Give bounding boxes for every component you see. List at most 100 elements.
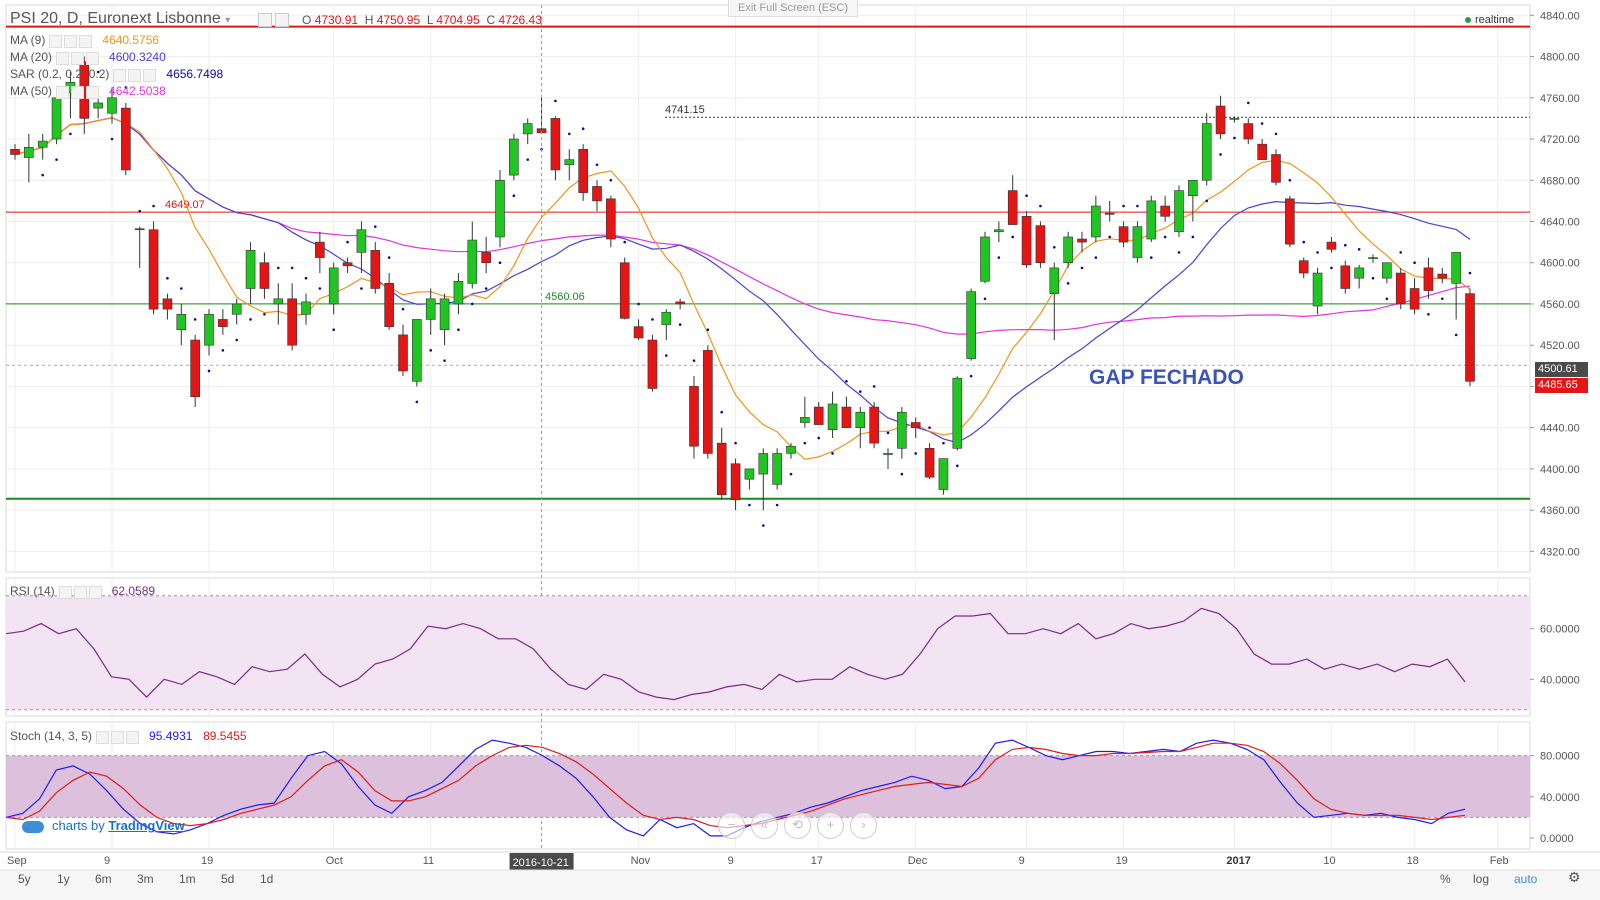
candle[interactable] — [398, 334, 408, 372]
candle[interactable] — [1354, 267, 1364, 279]
candle[interactable] — [245, 250, 256, 289]
indicator-ma20[interactable]: MA (20) 4600.3240 — [10, 50, 166, 65]
candle[interactable] — [550, 118, 561, 171]
candle[interactable] — [1409, 288, 1420, 310]
candle[interactable] — [1368, 257, 1378, 259]
gear-icon[interactable]: ⚙ — [1568, 869, 1581, 885]
indicator-buttons[interactable] — [113, 68, 158, 82]
candle[interactable] — [287, 298, 297, 346]
candle[interactable] — [467, 239, 478, 284]
candle[interactable] — [509, 138, 519, 176]
log-scale-button[interactable]: log — [1473, 872, 1490, 886]
candle[interactable] — [37, 140, 48, 148]
candle[interactable] — [453, 280, 464, 305]
range-1m-button[interactable]: 1m — [179, 872, 196, 886]
candle[interactable] — [356, 229, 367, 253]
candle[interactable] — [1271, 154, 1281, 183]
candle[interactable] — [1423, 267, 1434, 291]
candle[interactable] — [328, 267, 339, 305]
indicator-buttons[interactable] — [96, 730, 141, 744]
candle[interactable] — [827, 403, 838, 431]
candle[interactable] — [1035, 225, 1046, 264]
candle[interactable] — [1188, 179, 1198, 197]
range-5y-button[interactable]: 5y — [18, 872, 31, 886]
candle[interactable] — [1160, 205, 1170, 217]
candle[interactable] — [51, 97, 62, 140]
candle[interactable] — [24, 146, 34, 158]
candle[interactable] — [301, 301, 311, 315]
candle[interactable] — [592, 186, 602, 202]
range-1y-button[interactable]: 1y — [57, 872, 70, 886]
candle[interactable] — [703, 350, 713, 454]
candle[interactable] — [1201, 123, 1212, 181]
candle[interactable] — [716, 442, 727, 495]
auto-scale-button[interactable]: auto — [1514, 872, 1538, 886]
candle[interactable] — [730, 463, 741, 501]
candle[interactable] — [412, 319, 422, 382]
eye-icon[interactable] — [258, 13, 272, 27]
candle[interactable] — [980, 236, 990, 282]
candle[interactable] — [758, 453, 769, 475]
indicator-ma9[interactable]: MA (9) 4640.5756 — [10, 33, 160, 48]
range-1d-button[interactable]: 1d — [260, 872, 274, 886]
candle[interactable] — [1285, 198, 1295, 245]
candle[interactable] — [564, 159, 575, 166]
candle[interactable] — [924, 447, 935, 478]
candle[interactable] — [231, 303, 242, 315]
candle[interactable] — [813, 406, 824, 425]
candle[interactable] — [966, 291, 976, 359]
minus-icon[interactable]: − — [718, 812, 745, 839]
candle[interactable] — [273, 298, 284, 305]
candle[interactable] — [855, 411, 866, 428]
tradingview-branding[interactable]: charts by TradingView — [22, 818, 185, 833]
candle[interactable] — [384, 283, 394, 327]
range-3m-button[interactable]: 3m — [137, 872, 154, 886]
candle[interactable] — [661, 311, 672, 325]
candle[interactable] — [1091, 205, 1101, 238]
candle[interactable] — [938, 458, 949, 490]
candle[interactable] — [1451, 252, 1461, 284]
indicator-buttons[interactable] — [49, 34, 94, 48]
candle[interactable] — [1132, 226, 1143, 258]
price-pane[interactable] — [5, 4, 1531, 573]
candle[interactable] — [107, 97, 117, 114]
symbol-title[interactable]: PSI 20, D, Euronext Lisbonne ▾ — [10, 10, 231, 27]
candle[interactable] — [869, 406, 879, 444]
rsi-legend[interactable]: RSI (14) 62.0589 — [10, 584, 156, 599]
candle[interactable] — [370, 250, 381, 289]
candle[interactable] — [1298, 260, 1309, 274]
candle[interactable] — [495, 179, 505, 238]
candle[interactable] — [315, 241, 325, 258]
scroll-right-icon[interactable]: › — [850, 812, 877, 839]
candle[interactable] — [1104, 212, 1115, 215]
candle[interactable] — [1437, 273, 1448, 279]
candle[interactable] — [425, 298, 436, 320]
exit-fullscreen-button[interactable]: Exit Full Screen (ESC) — [728, 0, 858, 17]
candle[interactable] — [1382, 262, 1392, 279]
candle[interactable] — [1215, 105, 1226, 135]
indicator-sar[interactable]: SAR (0.2, 0.2, 0.2) 4656.7498 — [10, 67, 224, 82]
indicator-ma50[interactable]: MA (50) 4642.5038 — [10, 84, 166, 99]
indicator-buttons[interactable] — [56, 85, 101, 99]
candle[interactable] — [1465, 293, 1475, 382]
settings-icon[interactable] — [275, 13, 290, 27]
candle[interactable] — [633, 326, 644, 339]
candle[interactable] — [675, 301, 685, 305]
candle[interactable] — [1077, 238, 1087, 243]
candle[interactable] — [342, 262, 353, 267]
candle[interactable] — [841, 406, 852, 428]
candle[interactable] — [1174, 190, 1184, 233]
candle[interactable] — [994, 229, 1004, 233]
candle[interactable] — [897, 411, 907, 449]
reset-icon[interactable]: ⟲ — [784, 812, 811, 839]
range-6m-button[interactable]: 6m — [95, 872, 112, 886]
candle[interactable] — [689, 386, 699, 447]
plus-icon[interactable]: + — [817, 812, 844, 839]
candle[interactable] — [952, 377, 963, 449]
candle[interactable] — [93, 102, 103, 109]
candle[interactable] — [1395, 272, 1406, 305]
stoch-legend[interactable]: Stoch (14, 3, 5) 95.4931 89.5455 — [10, 729, 247, 744]
candle[interactable] — [439, 298, 450, 331]
candle[interactable] — [481, 252, 491, 264]
candle[interactable] — [1118, 226, 1129, 243]
